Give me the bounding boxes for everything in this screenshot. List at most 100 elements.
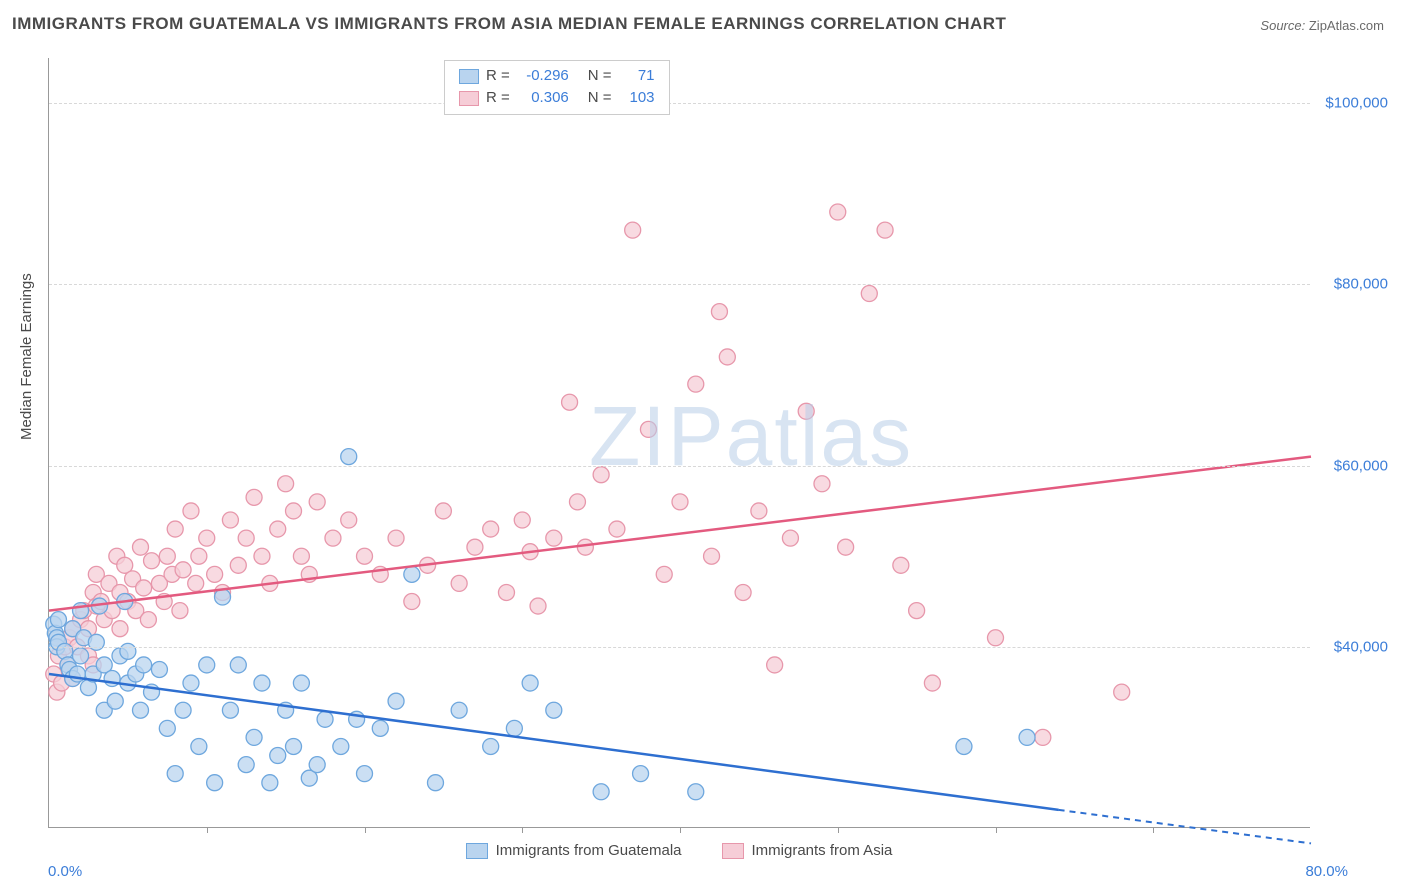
- x-tick-min: 0.0%: [48, 863, 82, 880]
- data-point: [188, 575, 204, 591]
- data-point: [404, 566, 420, 582]
- data-point: [593, 467, 609, 483]
- data-point: [167, 521, 183, 537]
- data-point: [909, 603, 925, 619]
- data-point: [175, 562, 191, 578]
- data-point: [254, 548, 270, 564]
- grid-line: [49, 466, 1310, 467]
- data-point: [988, 630, 1004, 646]
- data-point: [207, 775, 223, 791]
- grid-line: [49, 647, 1310, 648]
- data-point: [427, 775, 443, 791]
- grid-line: [49, 103, 1310, 104]
- data-point: [183, 503, 199, 519]
- data-point: [861, 286, 877, 302]
- data-point: [230, 657, 246, 673]
- data-point: [183, 675, 199, 691]
- data-point: [199, 657, 215, 673]
- data-point: [893, 557, 909, 573]
- legend-r-label: R =: [486, 87, 510, 109]
- data-point: [569, 494, 585, 510]
- data-point: [199, 530, 215, 546]
- data-point: [388, 530, 404, 546]
- data-point: [140, 612, 156, 628]
- data-point: [814, 476, 830, 492]
- chart-title: IMMIGRANTS FROM GUATEMALA VS IMMIGRANTS …: [12, 14, 1006, 34]
- data-point: [333, 738, 349, 754]
- data-point: [309, 494, 325, 510]
- data-point: [262, 775, 278, 791]
- data-point: [1035, 729, 1051, 745]
- data-point: [767, 657, 783, 673]
- y-tick-label: $80,000: [1334, 276, 1388, 293]
- data-point: [246, 729, 262, 745]
- x-tick-mark: [680, 827, 681, 833]
- data-point: [625, 222, 641, 238]
- data-point: [278, 476, 294, 492]
- data-point: [838, 539, 854, 555]
- x-tick-mark: [522, 827, 523, 833]
- y-axis-label: Median Female Earnings: [18, 273, 35, 440]
- data-point: [711, 304, 727, 320]
- data-point: [246, 489, 262, 505]
- data-point: [514, 512, 530, 528]
- regression-line: [49, 457, 1311, 611]
- data-point: [451, 575, 467, 591]
- legend-label: Immigrants from Guatemala: [496, 842, 682, 859]
- y-tick-label: $100,000: [1325, 95, 1388, 112]
- y-tick-label: $40,000: [1334, 638, 1388, 655]
- data-point: [159, 548, 175, 564]
- data-point: [50, 612, 66, 628]
- data-point: [73, 648, 89, 664]
- data-point: [688, 376, 704, 392]
- data-point: [175, 702, 191, 718]
- legend-swatch-guatemala: [459, 69, 479, 84]
- data-point: [207, 566, 223, 582]
- data-point: [167, 766, 183, 782]
- data-point: [404, 594, 420, 610]
- data-point: [498, 584, 514, 600]
- data-point: [107, 693, 123, 709]
- data-point: [341, 449, 357, 465]
- data-point: [704, 548, 720, 564]
- chart-svg: [49, 58, 1310, 827]
- data-point: [222, 512, 238, 528]
- data-point: [120, 643, 136, 659]
- data-point: [172, 603, 188, 619]
- source-attribution: Source: ZipAtlas.com: [1260, 18, 1384, 33]
- x-tick-mark: [838, 827, 839, 833]
- legend-swatch-asia: [722, 843, 744, 859]
- legend-item-asia: Immigrants from Asia: [722, 842, 893, 859]
- legend-row: R = 0.306 N = 103: [459, 87, 655, 109]
- data-point: [877, 222, 893, 238]
- data-point: [372, 720, 388, 736]
- data-point: [483, 521, 499, 537]
- data-point: [435, 503, 451, 519]
- data-point: [640, 421, 656, 437]
- legend-item-guatemala: Immigrants from Guatemala: [466, 842, 682, 859]
- data-point: [546, 530, 562, 546]
- legend-n-value: 103: [619, 87, 655, 109]
- data-point: [230, 557, 246, 573]
- legend-swatch-asia: [459, 91, 479, 106]
- data-point: [254, 675, 270, 691]
- data-point: [467, 539, 483, 555]
- data-point: [751, 503, 767, 519]
- data-point: [483, 738, 499, 754]
- data-point: [593, 784, 609, 800]
- data-point: [633, 766, 649, 782]
- data-point: [132, 702, 148, 718]
- data-point: [151, 661, 167, 677]
- x-tick-max: 80.0%: [1305, 863, 1348, 880]
- data-point: [656, 566, 672, 582]
- data-point: [735, 584, 751, 600]
- data-point: [1019, 729, 1035, 745]
- x-tick-mark: [207, 827, 208, 833]
- legend-swatch-guatemala: [466, 843, 488, 859]
- x-tick-mark: [365, 827, 366, 833]
- correlation-legend: R = -0.296 N = 71 R = 0.306 N = 103: [444, 60, 670, 115]
- data-point: [388, 693, 404, 709]
- data-point: [546, 702, 562, 718]
- regression-line-extrapolated: [1059, 810, 1311, 844]
- legend-r-value: -0.296: [517, 65, 569, 87]
